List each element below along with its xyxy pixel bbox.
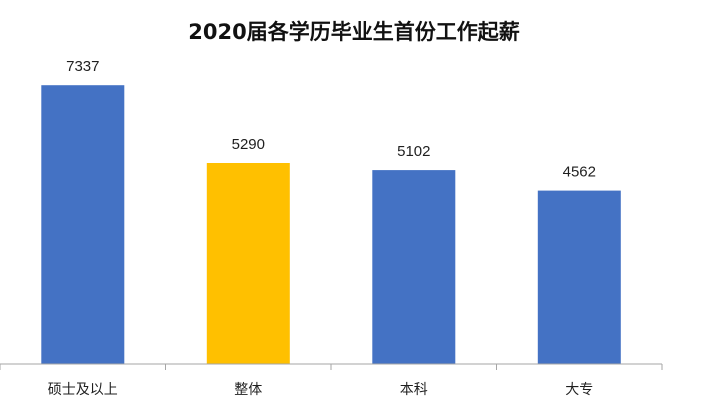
bar-3 (372, 170, 456, 364)
data-label: 5290 (232, 136, 265, 153)
category-label: 整体 (234, 382, 262, 398)
bars-layer (41, 85, 621, 364)
bar-2 (206, 163, 290, 364)
chart-title: 2020届各学历毕业生首份工作起薪 (188, 20, 520, 44)
labels-layer: 7337 硕士及以上 5290 整体 5102 本科 4562 大专 (48, 58, 596, 398)
data-label: 5102 (397, 143, 430, 160)
category-label: 大专 (565, 382, 593, 398)
x-axis (0, 363, 663, 370)
bar-1 (41, 85, 125, 364)
data-label: 4562 (563, 164, 596, 181)
data-label: 7337 (66, 58, 99, 75)
category-label: 本科 (400, 382, 428, 398)
bar-4 (537, 190, 621, 364)
category-label: 硕士及以上 (48, 382, 118, 398)
